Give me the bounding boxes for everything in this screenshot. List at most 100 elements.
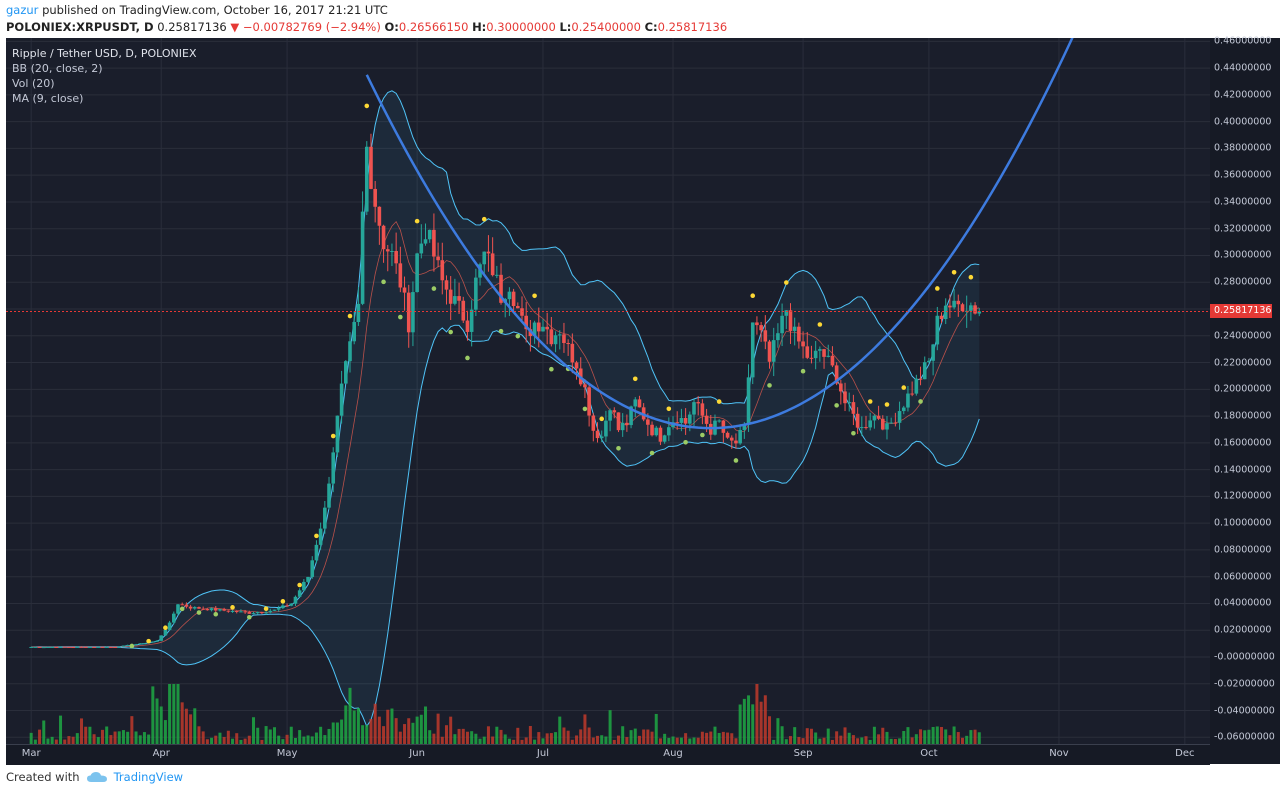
- candle-body: [192, 607, 197, 609]
- candle-body: [117, 646, 122, 648]
- candle-body: [843, 391, 847, 404]
- candle-body: [901, 407, 906, 412]
- signal-dot: [230, 605, 235, 610]
- candle-body: [620, 422, 625, 431]
- volume-bar: [919, 729, 923, 744]
- candle-body: [79, 646, 84, 648]
- volume-bar: [637, 735, 641, 744]
- candle-body: [767, 341, 772, 362]
- y-tick-label: 0.28000000: [1214, 276, 1272, 288]
- x-tick-label: Nov: [1049, 748, 1069, 759]
- x-tick-label: Sep: [793, 748, 813, 759]
- candle-body: [822, 349, 826, 357]
- tradingview-cloud-icon: [86, 772, 107, 782]
- volume-bar: [558, 716, 562, 744]
- volume-bar: [734, 738, 738, 744]
- volume-bar: [277, 735, 281, 744]
- chart-plot-area[interactable]: [6, 38, 1210, 744]
- volume-bar: [486, 726, 490, 744]
- legend-volume[interactable]: Vol (20): [12, 77, 55, 90]
- candle-body: [264, 612, 268, 614]
- volume-bar: [784, 739, 788, 744]
- price-chart[interactable]: [6, 38, 1210, 744]
- candle-body: [797, 326, 801, 342]
- volume-bar: [910, 737, 914, 744]
- candle-body: [385, 249, 390, 252]
- candle-body: [700, 403, 705, 416]
- volume-bar: [541, 738, 545, 744]
- volume-bar: [444, 725, 448, 744]
- volume-bar: [616, 735, 620, 744]
- signal-dot: [314, 533, 319, 539]
- volume-bar: [856, 738, 860, 744]
- volume-bar: [650, 731, 654, 744]
- y-tick-label: -0.00000000: [1214, 651, 1275, 663]
- volume-bar: [272, 727, 276, 744]
- candle-body: [738, 429, 742, 444]
- volume-bar: [658, 738, 662, 744]
- signal-dot: [481, 216, 487, 222]
- candle-body: [742, 424, 747, 430]
- volume-bar: [285, 734, 289, 744]
- signal-dot: [700, 432, 705, 438]
- candle-body: [864, 427, 868, 429]
- signal-dot: [498, 328, 504, 334]
- volume-bar: [256, 727, 260, 744]
- volume-bar: [885, 731, 889, 744]
- volume-bar: [793, 727, 797, 744]
- close-value: 0.25817136: [657, 20, 728, 34]
- signal-dot: [616, 445, 621, 451]
- volume-bar: [860, 737, 864, 744]
- volume-bar: [319, 726, 323, 744]
- x-tick-label: Oct: [920, 748, 938, 759]
- volume-bar: [587, 727, 591, 744]
- candle-body: [251, 613, 256, 615]
- candle-body: [566, 343, 570, 345]
- signal-dot: [817, 322, 823, 327]
- author-link[interactable]: gazur: [6, 3, 39, 17]
- volume-bar: [453, 734, 457, 744]
- volume-bar: [71, 736, 75, 744]
- y-tick-label: 0.06000000: [1214, 571, 1272, 583]
- volume-bar: [159, 706, 163, 744]
- volume-bar: [717, 732, 721, 744]
- candle-body: [230, 611, 235, 613]
- volume-bar: [474, 733, 478, 744]
- cup-trend-arc: [365, 38, 1074, 430]
- candle-body: [906, 393, 910, 408]
- candle-body: [830, 355, 835, 366]
- candle-body: [746, 377, 751, 425]
- volume-bar: [646, 729, 650, 744]
- y-tick-label: 0.24000000: [1214, 330, 1272, 342]
- volume-bar: [621, 726, 625, 744]
- signal-dot: [381, 279, 386, 285]
- legend-ma[interactable]: MA (9, close): [12, 92, 84, 105]
- volume-bar: [495, 726, 499, 744]
- volume-bar: [470, 731, 474, 744]
- candle-body: [625, 422, 629, 426]
- price-axis[interactable]: 0.46000000 0.44000000 0.42000000 0.40000000…: [1210, 35, 1280, 764]
- y-tick-label: 0.34000000: [1214, 196, 1272, 208]
- candle-body: [205, 609, 210, 611]
- time-axis[interactable]: Mar Apr May Jun Jul Aug Sep Oct Nov Dec: [6, 744, 1210, 765]
- candle-body: [847, 402, 852, 404]
- candle-body: [180, 604, 184, 606]
- candle-body: [234, 611, 239, 613]
- y-tick-label: 0.18000000: [1214, 410, 1272, 422]
- candle-body: [960, 304, 965, 312]
- candle-body: [792, 326, 797, 331]
- candle-body: [314, 544, 319, 561]
- volume-bar: [642, 729, 646, 744]
- price-change: ▼ −0.00782769 (−2.94%): [230, 20, 381, 34]
- legend-bb[interactable]: BB (20, close, 2): [12, 62, 103, 75]
- candle-body: [125, 644, 130, 646]
- candle-body: [415, 253, 419, 293]
- volume-bar: [222, 736, 226, 744]
- volume-bar: [671, 736, 675, 744]
- volume-bar: [407, 718, 411, 744]
- tradingview-link[interactable]: TradingView: [113, 770, 184, 784]
- volume-bar: [306, 735, 310, 744]
- volume-bar: [88, 726, 92, 744]
- candle-body: [155, 640, 159, 642]
- y-tick-label: 0.46000000: [1214, 35, 1272, 47]
